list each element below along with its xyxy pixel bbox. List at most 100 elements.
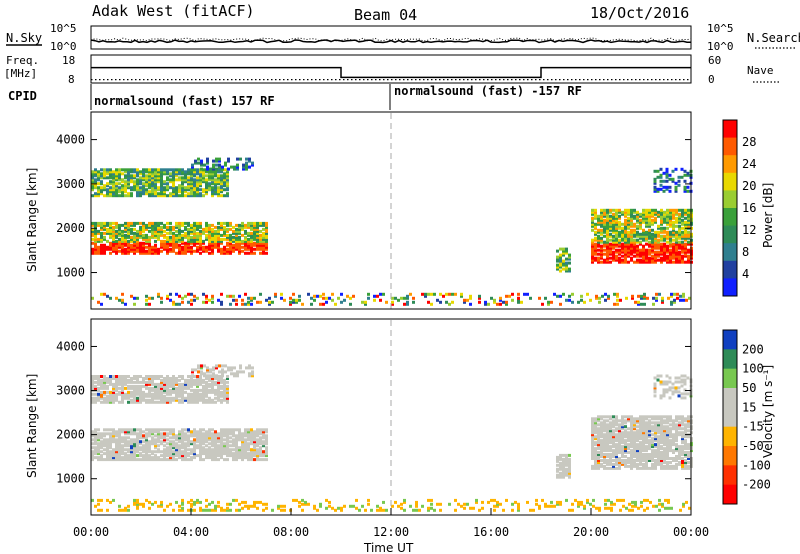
echo-cell bbox=[112, 498, 115, 502]
echo-cell bbox=[118, 223, 121, 227]
echo-cell bbox=[238, 436, 241, 440]
echo-cell bbox=[229, 452, 232, 456]
echo-cell bbox=[154, 188, 157, 192]
echo-cell bbox=[454, 508, 457, 512]
echo-cell bbox=[642, 258, 645, 262]
echo-cell bbox=[233, 374, 236, 378]
echo-cell bbox=[211, 296, 214, 300]
echo-cell bbox=[686, 392, 690, 396]
echo-cell bbox=[145, 440, 148, 444]
echo-cell bbox=[262, 436, 265, 440]
echo-cell bbox=[214, 444, 217, 448]
echo-cell bbox=[211, 180, 214, 184]
echo-cell bbox=[624, 425, 627, 429]
echo-cell bbox=[124, 428, 127, 432]
echo-cell bbox=[633, 222, 636, 226]
echo-cell bbox=[606, 238, 609, 242]
echo-cell bbox=[349, 296, 352, 300]
echo-cell bbox=[645, 435, 648, 439]
echo-cell bbox=[681, 220, 684, 224]
echo-cell bbox=[239, 370, 242, 374]
echo-cell bbox=[94, 504, 97, 508]
echo-cell bbox=[636, 246, 639, 250]
echo-cell bbox=[663, 453, 666, 456]
echo-cell bbox=[681, 417, 684, 421]
echo-cell bbox=[597, 443, 600, 447]
echo-cell bbox=[630, 250, 633, 254]
echo-cell bbox=[97, 434, 100, 438]
echo-cell bbox=[680, 396, 684, 400]
echo-cell bbox=[136, 168, 139, 172]
echo-cell bbox=[187, 508, 190, 512]
echo-cell bbox=[666, 464, 669, 468]
echo-cell bbox=[196, 400, 199, 404]
echo-cell bbox=[187, 247, 190, 251]
echo-cell bbox=[672, 234, 675, 238]
echo-cell bbox=[600, 212, 603, 216]
echo-cell bbox=[612, 423, 615, 427]
echo-cell bbox=[636, 216, 639, 220]
echo-cell bbox=[568, 475, 571, 479]
echo-cell bbox=[665, 173, 669, 177]
echo-cell bbox=[603, 210, 606, 214]
echo-cell bbox=[556, 459, 559, 463]
echo-cell bbox=[645, 459, 648, 462]
echo-cell bbox=[642, 244, 645, 248]
echo-cell bbox=[609, 218, 612, 222]
echo-cell bbox=[160, 194, 163, 198]
echo-cell bbox=[215, 366, 218, 370]
echo-cell bbox=[634, 300, 637, 304]
echo-cell bbox=[643, 498, 646, 502]
echo-cell bbox=[313, 298, 316, 302]
echo-cell bbox=[681, 435, 684, 439]
echo-cell bbox=[666, 421, 669, 425]
echo-cell bbox=[223, 194, 226, 198]
echo-cell bbox=[142, 223, 145, 227]
echo-cell bbox=[256, 452, 259, 456]
echo-cell bbox=[127, 192, 130, 196]
echo-cell bbox=[672, 419, 675, 423]
echo-cell bbox=[226, 235, 229, 239]
echo-cell bbox=[184, 294, 187, 298]
echo-cell bbox=[178, 170, 181, 174]
echo-cell bbox=[133, 188, 136, 192]
echo-cell bbox=[648, 447, 651, 451]
echo-cell bbox=[157, 231, 160, 235]
echo-cell bbox=[178, 237, 181, 241]
echo-cell bbox=[112, 456, 115, 460]
echo-cell bbox=[666, 419, 669, 423]
echo-cell bbox=[280, 292, 283, 296]
echo-cell bbox=[154, 229, 157, 233]
echo-cell bbox=[606, 224, 609, 228]
echo-cell bbox=[106, 450, 109, 454]
echo-cell bbox=[127, 390, 130, 394]
echo-cell bbox=[109, 375, 112, 378]
echo-cell bbox=[657, 435, 660, 439]
echo-cell bbox=[215, 163, 218, 167]
echo-cell bbox=[328, 500, 331, 504]
echo-cell bbox=[630, 461, 633, 464]
echo-cell bbox=[109, 400, 112, 404]
echo-cell bbox=[681, 419, 684, 423]
echo-cell bbox=[662, 380, 666, 384]
echo-cell bbox=[145, 446, 148, 450]
echo-cell bbox=[154, 396, 157, 400]
echo-cell bbox=[250, 452, 253, 456]
echo-cell bbox=[151, 231, 154, 235]
echo-cell bbox=[196, 384, 199, 388]
echo-cell bbox=[624, 461, 627, 464]
echo-cell bbox=[684, 252, 687, 256]
echo-cell bbox=[678, 228, 681, 232]
echo-cell bbox=[112, 249, 115, 253]
echo-cell bbox=[142, 436, 145, 440]
echo-cell bbox=[142, 186, 145, 190]
echo-cell bbox=[250, 225, 253, 229]
echo-cell bbox=[568, 457, 571, 461]
echo-cell bbox=[505, 498, 508, 502]
echo-cell bbox=[121, 375, 124, 378]
echo-cell bbox=[121, 450, 124, 454]
echo-cell bbox=[157, 388, 160, 392]
echo-cell bbox=[615, 455, 618, 458]
echo-cell bbox=[121, 400, 124, 404]
echo-cell bbox=[208, 454, 211, 458]
